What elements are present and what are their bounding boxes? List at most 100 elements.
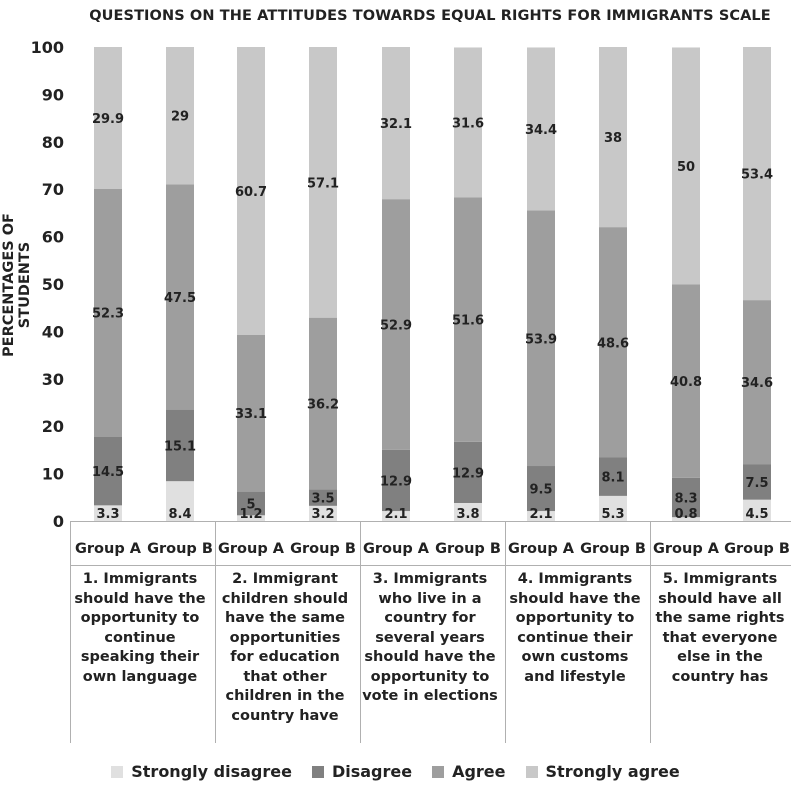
bar-segment xyxy=(454,502,482,521)
bar-segment xyxy=(237,334,265,492)
bar-segment xyxy=(672,284,700,478)
bar-segment xyxy=(94,47,122,189)
data-label: 3.8 xyxy=(456,507,479,522)
bar-segment xyxy=(309,317,337,490)
bar-segment xyxy=(237,515,265,521)
data-label: 51.6 xyxy=(452,314,484,329)
legend-swatch-agree xyxy=(432,765,445,778)
question-label-5: 5. Immigrants should have all the same r… xyxy=(655,571,785,685)
data-label: 33.1 xyxy=(235,407,267,422)
data-label: 36.2 xyxy=(307,397,339,412)
data-label: 3.3 xyxy=(96,507,119,522)
data-label: 7.5 xyxy=(745,476,768,491)
bar-segment xyxy=(599,47,627,228)
data-label: 29.9 xyxy=(92,112,124,127)
data-label: 9.5 xyxy=(529,483,552,498)
data-label: 3.2 xyxy=(311,507,334,522)
legend-swatch-disagree xyxy=(311,765,324,778)
data-label: 2.1 xyxy=(529,507,552,522)
bar-segment xyxy=(237,491,265,516)
data-label: 1.2 xyxy=(239,507,262,522)
bar-segment xyxy=(382,449,410,512)
data-label: 8.4 xyxy=(168,507,191,522)
question-label-1: 1. Immigrants should have the opportunit… xyxy=(74,571,206,685)
bar-segment xyxy=(527,210,555,467)
bar-segment xyxy=(672,517,700,521)
data-label: 48.6 xyxy=(597,336,629,351)
data-label: 29 xyxy=(171,110,189,125)
bar-segment xyxy=(454,47,482,198)
data-label: 34.4 xyxy=(525,123,557,138)
y-tick-label: 100 xyxy=(31,38,64,57)
data-label: 38 xyxy=(604,131,622,146)
bar-segment xyxy=(599,227,627,458)
data-label: 15.1 xyxy=(164,439,196,454)
data-label: 12.9 xyxy=(452,466,484,481)
bar-segment xyxy=(309,47,337,318)
data-label: 34.6 xyxy=(741,376,773,391)
bar-segment xyxy=(743,300,771,465)
y-tick-label: 20 xyxy=(42,417,64,436)
data-label: 4.5 xyxy=(745,507,768,522)
data-label: 3.5 xyxy=(311,492,334,507)
data-label: 32.1 xyxy=(380,117,412,132)
x-group-label: Group B xyxy=(724,541,790,557)
legend-swatch-strongly-agree xyxy=(525,765,538,778)
data-labels: 3.3 14.5 52.3 29.9 8.4 15.1 47.5 29 1.25 33.1 60.7… xyxy=(92,110,773,522)
bar-segment xyxy=(527,466,555,512)
x-group-label: Group A xyxy=(363,541,430,557)
bar-segment xyxy=(743,499,771,521)
data-label: 53.4 xyxy=(741,168,773,183)
bar-segment xyxy=(237,47,265,335)
question-label-2: 2. Immigrant children should have the sa… xyxy=(221,571,349,724)
bar-segment xyxy=(166,47,194,185)
legend-item-agree: Agree xyxy=(432,762,506,781)
data-label: 52.3 xyxy=(92,307,124,322)
legend-swatch-strongly-disagree xyxy=(111,765,124,778)
x-group-label: Group B xyxy=(580,541,646,557)
legend-item-disagree: Disagree xyxy=(311,762,413,781)
y-tick-label: 30 xyxy=(42,370,64,389)
bar-segment xyxy=(743,47,771,301)
y-tick-label: 90 xyxy=(42,85,64,104)
bar-segment xyxy=(309,505,337,521)
x-group-label: Group B xyxy=(290,541,356,557)
data-label: 12.9 xyxy=(380,474,412,489)
bar-segment xyxy=(382,47,410,200)
x-group-label: Group A xyxy=(653,541,720,557)
x-group-label: Group A xyxy=(218,541,285,557)
bar-segment xyxy=(382,199,410,450)
y-tick-label: 40 xyxy=(42,322,64,341)
bar-segment xyxy=(94,436,122,506)
data-label: 40.8 xyxy=(670,375,702,390)
data-label: 0.8 xyxy=(674,507,697,522)
data-label: 57.1 xyxy=(307,176,339,191)
y-tick-label: 50 xyxy=(42,275,64,294)
y-tick-label: 70 xyxy=(42,180,64,199)
bar-segment xyxy=(309,489,337,506)
bar-segment xyxy=(94,505,122,521)
bar-segment xyxy=(527,47,555,211)
data-label: 5.3 xyxy=(601,507,624,522)
bar-segment xyxy=(454,441,482,503)
data-label: 47.5 xyxy=(164,291,196,306)
legend-label-strongly-agree: Strongly agree xyxy=(545,762,680,781)
question-label-3: 3. Immigrants who live in a country for … xyxy=(362,571,498,704)
legend-item-strongly-disagree: Strongly disagree xyxy=(111,762,292,781)
legend-label-disagree: Disagree xyxy=(331,762,413,781)
bar-segment xyxy=(166,481,194,521)
y-tick-label: 80 xyxy=(42,133,64,152)
bar-segment xyxy=(743,464,771,500)
data-label: 60.7 xyxy=(235,185,267,200)
bar-segment xyxy=(166,409,194,482)
data-label: 8.3 xyxy=(674,492,697,507)
chart-title: QUESTIONS ON THE ATTITUDES TOWARDS EQUAL… xyxy=(89,8,771,24)
bar-segment xyxy=(382,511,410,521)
y-tick-label: 60 xyxy=(42,228,64,247)
data-label: 52.9 xyxy=(380,319,412,334)
x-group-label: Group A xyxy=(75,541,142,557)
data-label: 31.6 xyxy=(452,116,484,131)
data-label: 50 xyxy=(677,160,695,175)
